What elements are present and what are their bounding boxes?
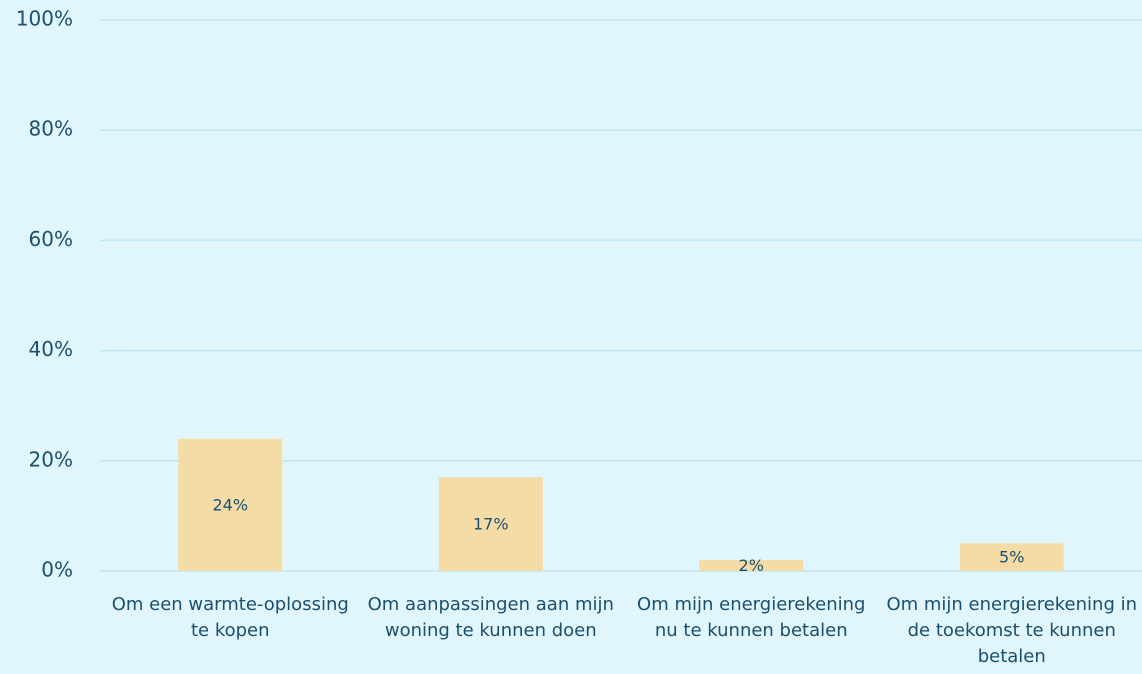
y-tick-label: 40% [29,337,73,361]
y-tick-label: 100% [16,7,73,31]
value-label: 24% [212,495,248,514]
y-tick-label: 20% [29,447,73,471]
bar [178,438,283,571]
x-tick-label: Om mijn energierekening in de toekomst t… [886,594,1138,667]
y-tick-label: 0% [41,558,73,582]
y-tick-label: 80% [29,117,73,141]
x-tick-label: Om een warmte-oplossing te kopen [111,594,349,641]
bar [959,543,1064,571]
value-label: 2% [739,556,764,575]
x-tick-label: Om aanpassingen aan mijn woning te kunne… [367,594,614,641]
value-label: 5% [999,548,1024,567]
bar [438,477,543,571]
y-tick-label: 60% [29,227,73,251]
x-tick-label: Om mijn energierekening nu te kunnen bet… [637,594,866,641]
bar [699,559,804,571]
value-label: 17% [473,515,509,534]
